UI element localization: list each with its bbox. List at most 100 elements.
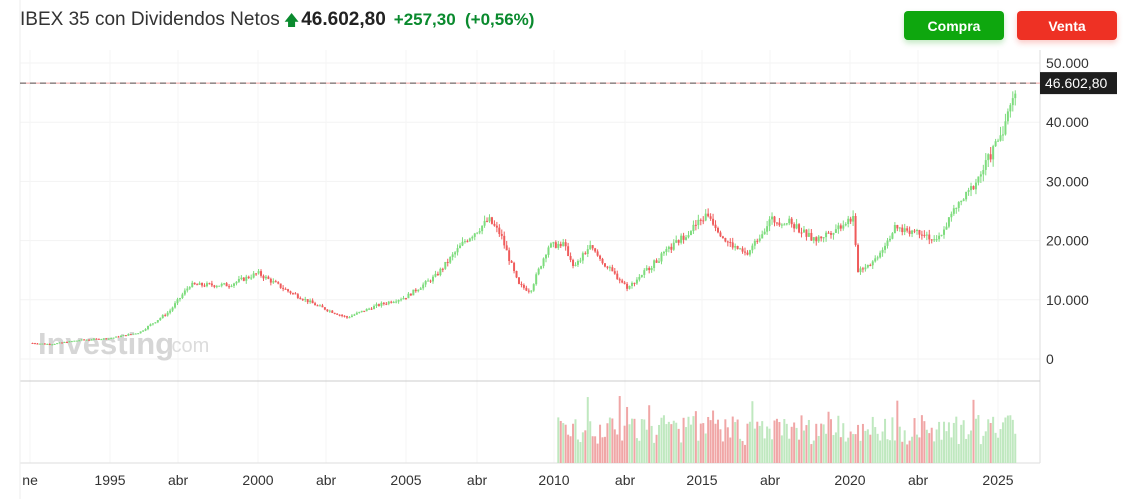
volume-bar bbox=[807, 419, 810, 463]
volume-bar bbox=[783, 419, 786, 463]
candle-body bbox=[375, 304, 378, 307]
candle-body bbox=[154, 322, 157, 324]
candle-body bbox=[744, 251, 747, 253]
candle-body bbox=[230, 285, 233, 287]
candle-body bbox=[181, 294, 184, 299]
volume-bar bbox=[734, 422, 737, 463]
candle-body bbox=[925, 234, 928, 236]
buy-button[interactable]: Compra bbox=[904, 11, 1004, 40]
volume-bar bbox=[933, 441, 936, 463]
candle-body bbox=[712, 218, 715, 225]
volume-bar bbox=[778, 421, 781, 463]
candle-body bbox=[800, 232, 803, 234]
volume-bar bbox=[957, 443, 960, 463]
candle-body bbox=[260, 271, 263, 276]
volume-bar bbox=[618, 396, 621, 463]
volume-bar bbox=[945, 431, 948, 463]
candle-body bbox=[193, 282, 196, 285]
candle-body bbox=[422, 284, 425, 289]
candle-body bbox=[731, 242, 734, 248]
candle-body bbox=[540, 266, 543, 269]
candle-body bbox=[301, 299, 304, 301]
sell-button[interactable]: Venta bbox=[1017, 11, 1117, 40]
volume-bar bbox=[753, 428, 756, 463]
candle-body bbox=[697, 219, 700, 226]
candle-body bbox=[847, 218, 850, 224]
candle-body bbox=[424, 281, 427, 285]
volume-bar bbox=[829, 419, 832, 463]
last-price-badge bbox=[1040, 72, 1117, 95]
candle-body bbox=[650, 267, 653, 271]
volume-bar bbox=[793, 422, 796, 463]
candle-body bbox=[500, 234, 503, 236]
candle-body bbox=[920, 234, 923, 236]
candle-body bbox=[343, 315, 346, 317]
volume-bar bbox=[653, 442, 656, 463]
candle-body bbox=[132, 333, 135, 335]
candle-body bbox=[178, 298, 181, 300]
candle-body bbox=[90, 339, 93, 341]
candle-body bbox=[262, 275, 265, 279]
candle-body bbox=[704, 213, 707, 221]
candle-body bbox=[36, 343, 39, 345]
volume-bar bbox=[692, 416, 695, 463]
candle-body bbox=[363, 310, 366, 312]
volume-bar bbox=[842, 423, 845, 463]
candle-body bbox=[950, 213, 953, 218]
volume-bar bbox=[810, 444, 813, 463]
candle-body bbox=[662, 251, 665, 254]
candle-body bbox=[748, 250, 751, 255]
candle-body bbox=[237, 278, 240, 282]
candle-body bbox=[952, 208, 955, 214]
candle-body bbox=[456, 248, 459, 253]
candle-body bbox=[680, 235, 683, 243]
candle-body bbox=[675, 240, 678, 243]
candle-body bbox=[699, 219, 702, 221]
candle-body bbox=[431, 276, 434, 282]
candle-body bbox=[434, 273, 437, 277]
volume-bar bbox=[741, 441, 744, 463]
candle-body bbox=[812, 237, 815, 241]
candle-body bbox=[778, 222, 781, 226]
candle-body bbox=[886, 240, 889, 246]
candle-body bbox=[638, 276, 641, 280]
candle-body bbox=[795, 224, 798, 229]
candle-body bbox=[658, 261, 661, 263]
candle-body bbox=[689, 231, 692, 236]
candle-body bbox=[149, 324, 152, 327]
volume-bar bbox=[611, 418, 614, 463]
candle-body bbox=[439, 268, 442, 276]
volume-bar bbox=[893, 440, 896, 463]
candle-body bbox=[385, 303, 388, 305]
candle-body bbox=[102, 338, 105, 340]
x-tick-label: abr bbox=[316, 472, 337, 488]
candle-body bbox=[788, 218, 791, 224]
candle-body bbox=[771, 216, 774, 220]
volume-bar bbox=[881, 431, 884, 463]
candle-body bbox=[552, 242, 555, 244]
volume-bar bbox=[559, 420, 562, 463]
volume-bar bbox=[726, 427, 729, 463]
instrument-header: IBEX 35 con Dividendos Netos 🡅 46.602,80 +2… bbox=[20, 9, 534, 35]
candle-body bbox=[493, 223, 496, 226]
candle-body bbox=[316, 305, 319, 307]
candle-body bbox=[549, 243, 552, 248]
volume-bar bbox=[940, 439, 943, 463]
candle-body bbox=[545, 254, 548, 259]
volume-bar bbox=[871, 416, 874, 463]
candle-body bbox=[1011, 98, 1014, 106]
candle-body bbox=[648, 267, 651, 271]
candle-body bbox=[287, 289, 290, 292]
candle-body bbox=[960, 200, 963, 203]
candle-body bbox=[682, 235, 685, 240]
volume-bar bbox=[955, 416, 958, 463]
candle-body bbox=[269, 278, 272, 283]
candle-body bbox=[834, 229, 837, 233]
volume-bar bbox=[844, 441, 847, 463]
candle-body bbox=[203, 285, 206, 287]
candle-body bbox=[365, 308, 368, 312]
volume-bar bbox=[586, 397, 589, 463]
volume-bar bbox=[576, 439, 579, 463]
candle-body bbox=[213, 285, 216, 287]
